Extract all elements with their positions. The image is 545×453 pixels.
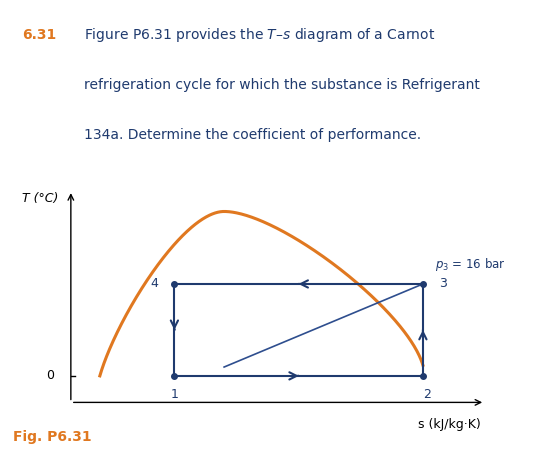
Text: 2: 2 — [423, 388, 431, 401]
Text: 1: 1 — [171, 388, 178, 401]
Text: T (°C): T (°C) — [22, 192, 58, 205]
Text: $p_3$ = 16 bar: $p_3$ = 16 bar — [435, 256, 506, 273]
Text: Figure P6.31 provides the $T$–$s$ diagram of a Carnot: Figure P6.31 provides the $T$–$s$ diagra… — [84, 26, 435, 43]
Text: 134a. Determine the coefficient of performance.: 134a. Determine the coefficient of perfo… — [84, 128, 422, 142]
Text: Fig. P6.31: Fig. P6.31 — [13, 430, 92, 444]
Text: s (kJ/kg·K): s (kJ/kg·K) — [418, 418, 481, 431]
Text: 6.31: 6.31 — [22, 28, 56, 42]
Text: 0: 0 — [46, 369, 54, 382]
Text: refrigeration cycle for which the substance is Refrigerant: refrigeration cycle for which the substa… — [84, 78, 480, 92]
Text: 4: 4 — [150, 277, 158, 290]
Text: 3: 3 — [439, 277, 447, 290]
